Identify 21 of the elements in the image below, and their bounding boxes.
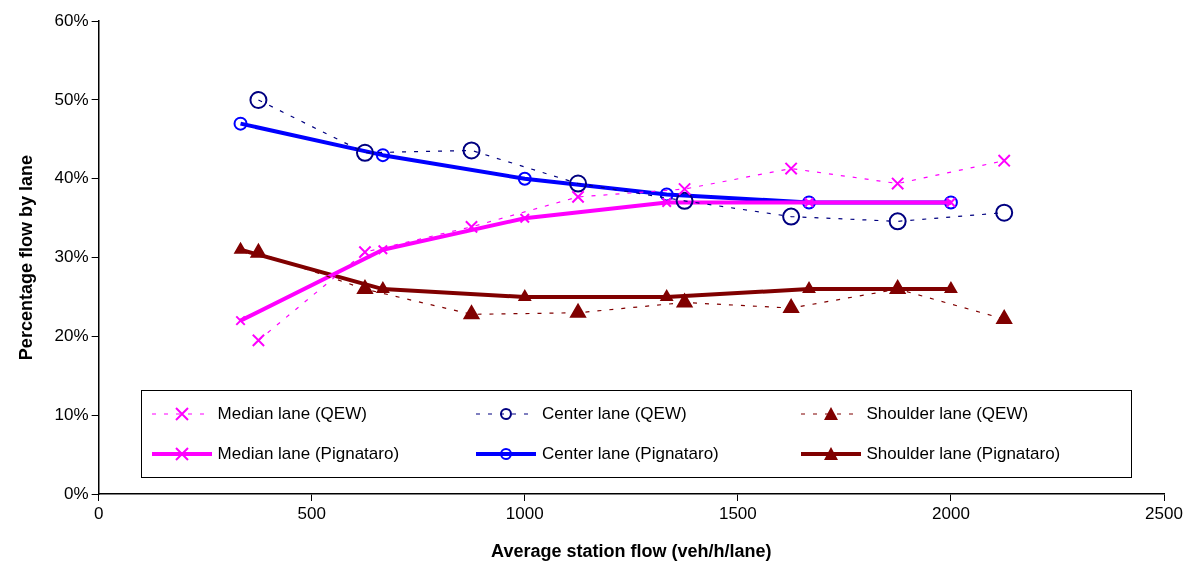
x-tick-label: 500: [297, 503, 326, 523]
legend-label: Shoulder lane (QEW): [866, 404, 1029, 424]
x-tick-label: 1500: [718, 503, 757, 523]
y-tick-label: 10%: [54, 404, 89, 424]
y-tick-label: 30%: [54, 247, 89, 267]
x-tick-label: 1000: [505, 503, 544, 523]
legend-label: Shoulder lane (Pignataro): [866, 444, 1061, 464]
y-tick-label: 60%: [54, 10, 89, 30]
y-axis-title: Percentage flow by lane: [15, 155, 36, 361]
x-axis-title: Average station flow (veh/h/lane): [491, 541, 772, 562]
x-tick-label: 2000: [932, 503, 970, 523]
x-tick-label: 0: [93, 503, 104, 523]
y-tick-label: 20%: [54, 326, 89, 346]
legend-label: Center lane (Pignataro): [542, 444, 719, 464]
y-tick-label: 0%: [64, 483, 89, 503]
x-tick-label: 2500: [1145, 503, 1183, 523]
y-tick-label: 50%: [54, 89, 89, 109]
legend-label: Median lane (QEW): [217, 404, 367, 424]
legend-label: Median lane (Pignataro): [217, 444, 400, 464]
y-tick-label: 40%: [54, 168, 89, 188]
legend-label: Center lane (QEW): [542, 404, 687, 424]
